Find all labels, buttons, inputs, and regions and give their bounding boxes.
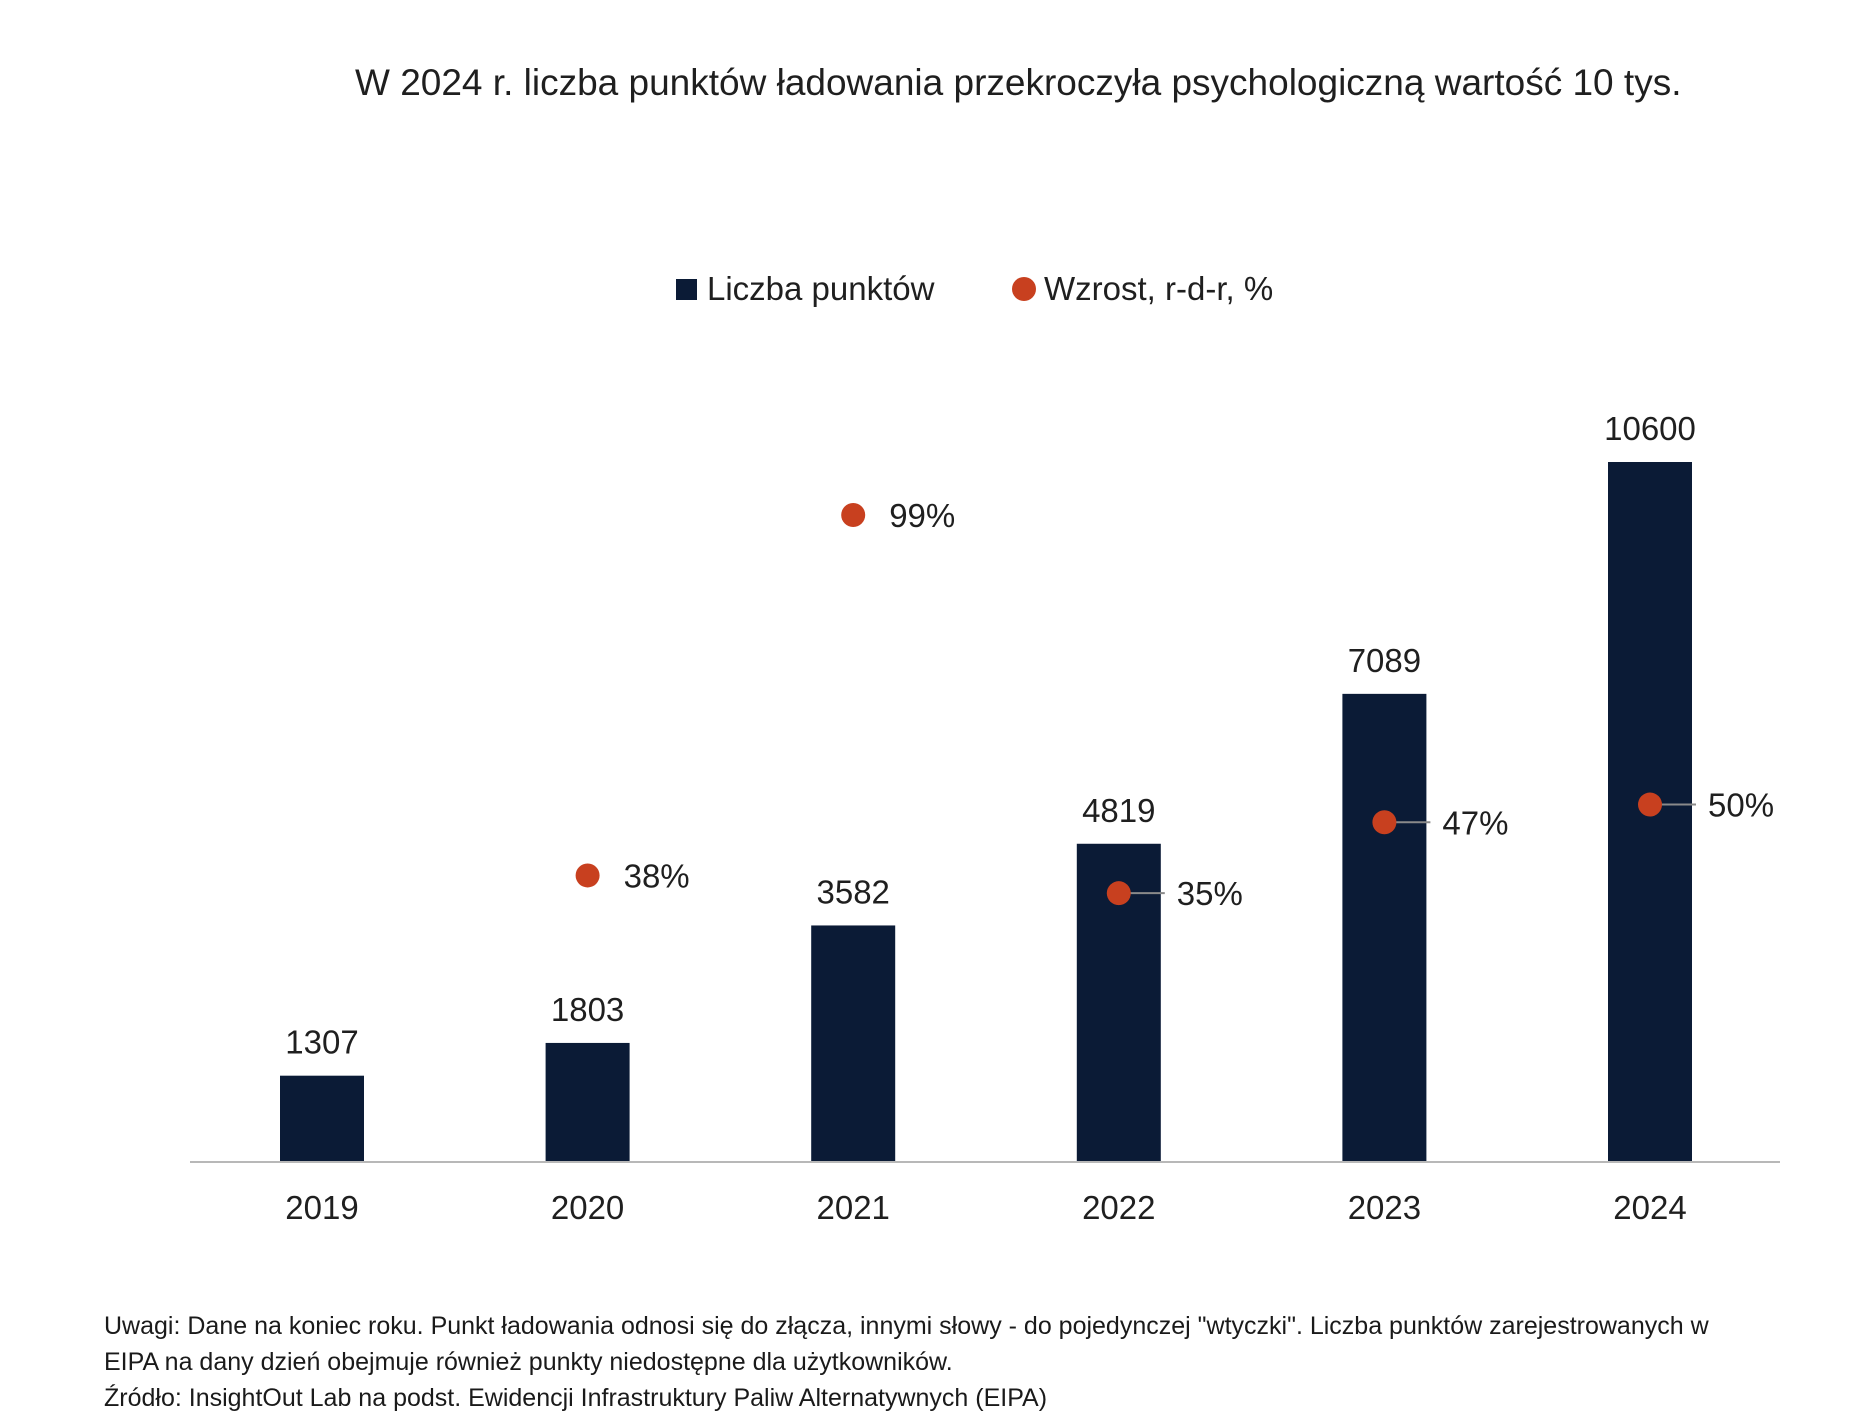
growth-dot-2020 xyxy=(575,863,600,888)
growth-label-2024: 50% xyxy=(1708,787,1774,824)
chart-note-line-1: Uwagi: Dane na koniec roku. Punkt ładowa… xyxy=(104,1312,1709,1340)
bar-value-label-2023: 7089 xyxy=(1348,642,1421,679)
bar-value-label-2021: 3582 xyxy=(816,873,889,910)
bar-2023 xyxy=(1342,693,1427,1162)
x-tick-label-2022: 2022 xyxy=(1082,1189,1155,1226)
legend-label-growth: Wzrost, r-d-r, % xyxy=(1044,270,1274,307)
growth-dot-2021 xyxy=(841,503,866,527)
legend-item-bars: Liczba punktów xyxy=(676,270,934,308)
x-tick-label-2020: 2020 xyxy=(551,1189,624,1226)
chart-plot: 1307 2019 1803 2020 3582 2021 4819 2022 7089 2023… xyxy=(190,410,1780,1226)
x-tick-label-2024: 2024 xyxy=(1613,1189,1686,1226)
growth-label-2020: 38% xyxy=(624,857,690,894)
bar-2020 xyxy=(545,1042,630,1162)
bar-value-label-2022: 4819 xyxy=(1082,792,1155,829)
chart-note-line-2: EIPA na dany dzień obejmuje również punk… xyxy=(104,1348,953,1376)
x-tick-label-2021: 2021 xyxy=(816,1189,889,1226)
x-tick-label-2023: 2023 xyxy=(1348,1189,1421,1226)
growth-label-2022: 35% xyxy=(1177,875,1243,912)
legend-label-bars: Liczba punktów xyxy=(707,270,935,307)
x-tick-label-2019: 2019 xyxy=(285,1189,358,1226)
legend-swatch-dot-icon xyxy=(1012,277,1036,301)
growth-label-2021: 99% xyxy=(889,497,955,534)
growth-dot-2023 xyxy=(1372,810,1397,835)
chart-source: Źródło: InsightOut Lab na podst. Ewidenc… xyxy=(104,1384,1048,1412)
legend-swatch-square-icon xyxy=(676,278,697,300)
bar-value-label-2024: 10600 xyxy=(1604,410,1696,447)
bar-value-label-2020: 1803 xyxy=(551,991,624,1028)
growth-dot-2024 xyxy=(1638,792,1662,817)
bar-value-label-2019: 1307 xyxy=(285,1024,358,1061)
growth-label-2023: 47% xyxy=(1442,804,1508,841)
legend-item-growth: Wzrost, r-d-r, % xyxy=(1012,270,1273,308)
legend: Liczba punktów Wzrost, r-d-r, % xyxy=(0,270,1862,314)
growth-dot-2022 xyxy=(1106,881,1131,906)
bar-2021 xyxy=(811,925,896,1162)
bar-2019 xyxy=(280,1075,364,1162)
chart-title: W 2024 r. liczba punktów ładowania przek… xyxy=(355,62,1682,103)
